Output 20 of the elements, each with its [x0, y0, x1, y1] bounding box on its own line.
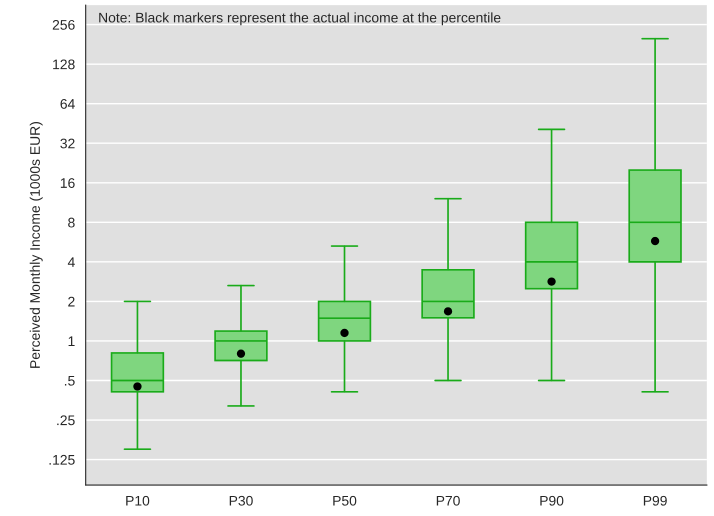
y-tick-label: .25	[57, 415, 75, 426]
y-tick-label: 256	[52, 20, 75, 30]
annotation: Note: Black markers represent the actual income at the percentile	[99, 12, 500, 26]
y-tick-label: .5	[64, 376, 75, 386]
y-tick-label: 16	[60, 178, 75, 188]
y-tick-label: .125	[50, 454, 75, 465]
y-tick-label: 32	[60, 138, 75, 148]
y-tick-label: 4	[68, 257, 75, 267]
y-tick-label: 8	[68, 218, 75, 228]
x-tick-label: P70	[436, 496, 460, 506]
y-tick-label: 2	[68, 296, 75, 306]
x-tick-label: P99	[644, 496, 667, 506]
x-tick-label: P50	[333, 496, 356, 506]
x-tick-label: P90	[540, 496, 564, 506]
y-tick-label: 1	[68, 336, 75, 346]
y-tick-label: 64	[60, 99, 75, 109]
x-tick-label: P30	[230, 496, 253, 506]
y-axis-title: Perceived Monthly Income (1000s EUR)	[30, 122, 43, 368]
x-tick-label: P10	[126, 496, 150, 506]
y-tick-label: 128	[53, 59, 75, 70]
